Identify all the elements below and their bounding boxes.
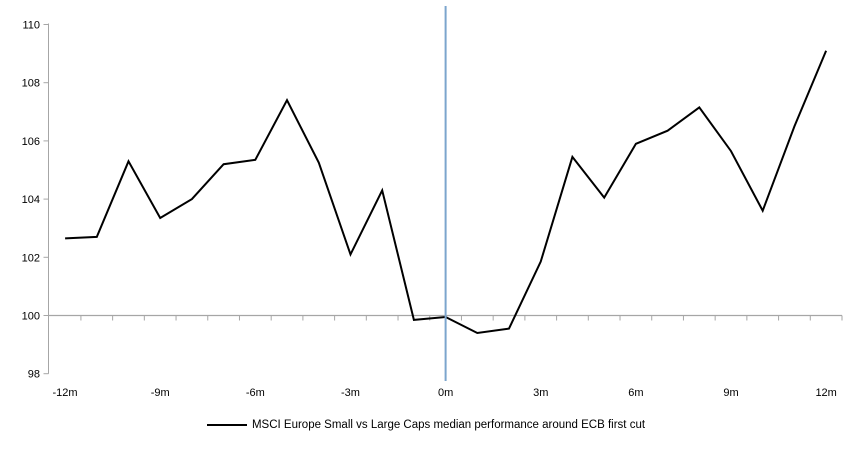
legend-line-marker-icon xyxy=(206,424,247,426)
legend: MSCI Europe Small vs Large Caps median p… xyxy=(0,419,852,431)
x-axis-label: -9m xyxy=(151,387,170,399)
x-axis-label: 12m xyxy=(815,387,836,399)
y-axis-label: 104 xyxy=(22,194,40,206)
x-axis-label: 0m xyxy=(438,387,453,399)
y-axis-label: 110 xyxy=(22,20,40,32)
y-axis-label: 108 xyxy=(22,78,40,90)
legend-label: MSCI Europe Small vs Large Caps median p… xyxy=(251,419,646,431)
x-axis-label: -6m xyxy=(246,387,265,399)
y-axis-label: 102 xyxy=(22,252,40,264)
x-axis-label: -12m xyxy=(53,387,78,399)
y-axis-label: 98 xyxy=(28,369,40,381)
x-axis-label: -3m xyxy=(341,387,360,399)
x-axis-label: 6m xyxy=(628,387,643,399)
x-axis-label: 9m xyxy=(723,387,738,399)
y-axis-label: 106 xyxy=(22,136,40,148)
y-axis-label: 100 xyxy=(22,311,40,323)
x-axis-label: 3m xyxy=(533,387,548,399)
